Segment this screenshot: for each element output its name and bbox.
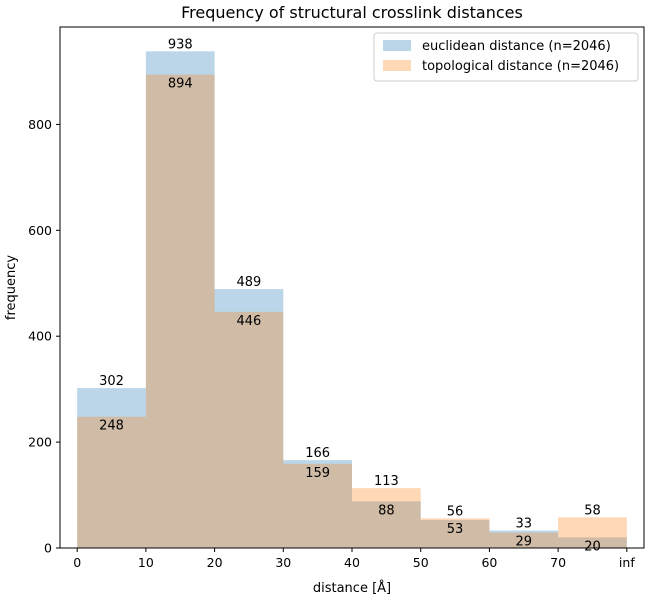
bar-label-topological-5: 56 xyxy=(447,504,464,519)
bar-label-euclidean-5: 53 xyxy=(447,522,464,537)
legend-swatch-topological xyxy=(383,60,411,71)
y-tick-label-0: 0 xyxy=(44,541,52,556)
bar-euclidean-1 xyxy=(145,51,215,549)
bar-topological-5 xyxy=(420,518,490,548)
x-tick-label-3: 30 xyxy=(275,555,291,570)
x-tick-label-0: 0 xyxy=(73,555,81,570)
x-tick-label-6: 60 xyxy=(481,555,497,570)
bar-topological-0 xyxy=(77,416,146,548)
legend: euclidean distance (n=2046) topological … xyxy=(373,32,639,82)
bar-euclidean-4 xyxy=(352,501,421,548)
x-tick-label-1: 10 xyxy=(138,555,154,570)
bar-label-euclidean-7: 20 xyxy=(584,539,601,554)
bar-label-euclidean-0: 302 xyxy=(99,374,124,389)
bar-label-euclidean-1: 938 xyxy=(168,37,193,52)
x-tick-label-4: 40 xyxy=(344,555,360,570)
y-tick-label-2: 400 xyxy=(28,329,52,344)
axes-layer: 0 10 20 30 40 50 60 70 inf 0 200 400 600 800 xyxy=(28,26,645,570)
bar-label-topological-6: 29 xyxy=(515,535,532,550)
bar-euclidean-7 xyxy=(558,537,627,548)
bar-label-topological-1: 894 xyxy=(168,77,193,92)
bar-topological-4 xyxy=(352,488,421,548)
bar-label-topological-4: 113 xyxy=(374,474,399,489)
x-tick-label-5: 50 xyxy=(413,555,429,570)
bar-topological-2 xyxy=(214,311,284,548)
bar-euclidean-3 xyxy=(283,460,352,548)
bar-label-euclidean-2: 489 xyxy=(237,275,262,290)
bar-euclidean-5 xyxy=(420,519,490,548)
bar-euclidean-2 xyxy=(214,289,284,548)
bar-label-topological-3: 159 xyxy=(305,466,330,481)
bar-topological-7 xyxy=(558,517,627,548)
bar-topological-6 xyxy=(489,532,559,548)
bar-label-topological-7: 58 xyxy=(584,503,601,518)
bar-label-euclidean-3: 166 xyxy=(305,446,330,461)
y-tick-label-1: 200 xyxy=(28,435,52,450)
bar-topological-1 xyxy=(145,74,215,548)
bar-euclidean-6 xyxy=(489,530,559,548)
y-tick-label-3: 600 xyxy=(28,223,52,238)
bar-euclidean-0 xyxy=(77,388,146,548)
bars-layer xyxy=(77,51,627,549)
bar-label-euclidean-4: 88 xyxy=(378,503,395,518)
y-axis-label: frequency xyxy=(4,255,19,321)
x-tick-label-7: 70 xyxy=(550,555,566,570)
chart-title: Frequency of structural crosslink distan… xyxy=(181,3,523,22)
x-axis-label: distance [Å] xyxy=(313,580,391,596)
bar-label-topological-0: 248 xyxy=(99,419,124,434)
x-tick-label-2: 20 xyxy=(207,555,223,570)
y-tick-label-4: 800 xyxy=(28,117,52,132)
legend-box xyxy=(373,32,639,82)
legend-swatch-euclidean xyxy=(383,40,411,51)
x-tick-label-8: inf xyxy=(619,555,635,570)
legend-label-topological: topological distance (n=2046) xyxy=(422,59,619,74)
bar-labels-layer: 302 248 938 894 489 446 166 159 88 113 53 56 33 29 20 5… xyxy=(99,37,601,554)
bar-topological-3 xyxy=(283,463,352,548)
bar-label-topological-2: 446 xyxy=(237,314,262,329)
bar-label-euclidean-6: 33 xyxy=(515,517,532,532)
legend-label-euclidean: euclidean distance (n=2046) xyxy=(422,39,611,54)
